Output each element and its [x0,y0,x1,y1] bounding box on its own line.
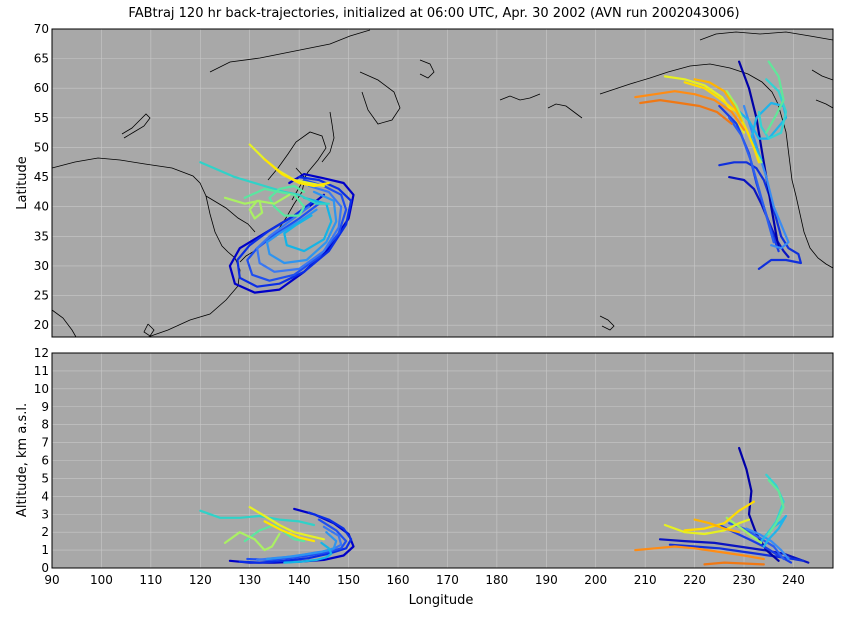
altitude-frame [51,352,834,569]
y-tick-label: 6 [41,454,49,468]
y-tick-label: 1 [41,543,49,557]
map-trajectory-19 [757,78,788,140]
alt-trajectory-23 [683,500,756,532]
x-tick-label: 240 [782,573,805,587]
y-tick-label: 20 [34,318,49,332]
map-coastlines [51,29,834,338]
alt-trajectory-17 [745,527,790,561]
alt-trajectory-24 [693,518,741,534]
y-tick-label: 4 [41,489,49,503]
x-axis-label: Longitude [409,593,474,608]
alt-trajectory-9 [223,531,281,552]
y-tick-label: 7 [41,436,49,450]
alt-trajectory-2 [238,511,353,564]
map-plot-area [52,29,833,337]
x-tick-label: 230 [733,573,756,587]
map-trajectory-20 [765,60,785,134]
x-tick-label: 170 [436,573,459,587]
x-tick-label: 200 [584,573,607,587]
x-tick-label: 140 [288,573,311,587]
altitude-y-axis-label: Altitude, km a.s.l. [15,403,30,517]
x-tick-label: 130 [238,573,261,587]
x-tick-label: 180 [485,573,508,587]
y-tick-label: 70 [34,22,49,36]
y-tick-label: 35 [34,229,49,243]
map-trajectory-2 [236,176,353,288]
y-tick-label: 40 [34,200,49,214]
map-trajectory-11 [263,158,330,188]
y-tick-label: 50 [34,140,49,154]
y-tick-label: 12 [34,346,49,360]
map-trajectory-18 [735,101,788,161]
map-trajectory-6 [283,196,333,253]
map-trajectory-17 [742,104,790,250]
figure-title: FABtraj 120 hr back-trajectories, initia… [128,6,739,21]
map-trajectory-26 [639,98,733,125]
map-y-tick-labels: 20 25 30 35 40 45 50 55 60 65 70 [34,22,49,332]
x-tick-label: 190 [535,573,558,587]
alt-trajectory-3 [246,518,348,562]
y-tick-label: 11 [34,364,49,378]
map-trajectory-9 [223,193,291,220]
alt-trajectory-12 [658,538,810,564]
y-tick-label: 9 [41,400,49,414]
altitude-trajectories [199,446,810,566]
map-frame [51,28,834,338]
x-tick-label: 210 [634,573,657,587]
alt-trajectory-26 [703,561,765,566]
map-trajectory-12 [718,161,803,270]
y-tick-label: 60 [34,81,49,95]
alt-trajectory-21 [725,516,763,545]
alt-trajectory-14 [737,446,780,562]
map-trajectories [199,60,803,294]
alt-trajectory-6 [283,541,333,564]
altitude-x-tick-labels: 90 100 110 120 130 140 150 160 170 180 190 200 210 22… [44,573,805,587]
alt-trajectory-11 [263,520,316,543]
map-trajectory-25 [634,90,746,131]
x-tick-label: 100 [90,573,113,587]
map-trajectory-8 [243,184,306,217]
y-tick-label: 10 [34,382,49,396]
map-panel: 20 25 30 35 40 45 50 55 60 65 70 Latitude [15,22,834,338]
y-tick-label: 45 [34,170,49,184]
y-tick-label: 8 [41,418,49,432]
x-tick-label: 150 [337,573,360,587]
y-tick-label: 55 [34,111,49,125]
alt-trajectory-25 [634,545,765,561]
map-trajectory-4 [256,184,343,273]
map-y-axis-label: Latitude [15,156,30,210]
map-trajectory-14 [737,60,780,250]
x-tick-label: 160 [387,573,410,587]
alt-trajectory-5 [265,531,338,561]
alt-trajectory-13 [668,543,805,562]
map-trajectory-3 [246,178,348,282]
x-tick-label: 90 [44,573,59,587]
alt-trajectory-20 [767,479,785,536]
x-tick-label: 220 [683,573,706,587]
y-tick-label: 65 [34,52,49,66]
x-tick-label: 110 [139,573,162,587]
y-tick-label: 3 [41,507,49,521]
y-tick-label: 5 [41,471,49,485]
y-tick-label: 2 [41,525,49,539]
map-trajectory-16 [728,116,775,244]
alt-trajectory-7 [199,509,316,527]
map-trajectory-24 [693,78,743,122]
alt-trajectory-10 [248,506,325,541]
alt-trajectory-22 [663,518,751,536]
y-tick-label: 25 [34,289,49,303]
map-trajectory-5 [265,190,338,265]
y-tick-label: 0 [41,561,49,575]
y-tick-label: 30 [34,259,49,273]
x-tick-label: 120 [189,573,212,587]
